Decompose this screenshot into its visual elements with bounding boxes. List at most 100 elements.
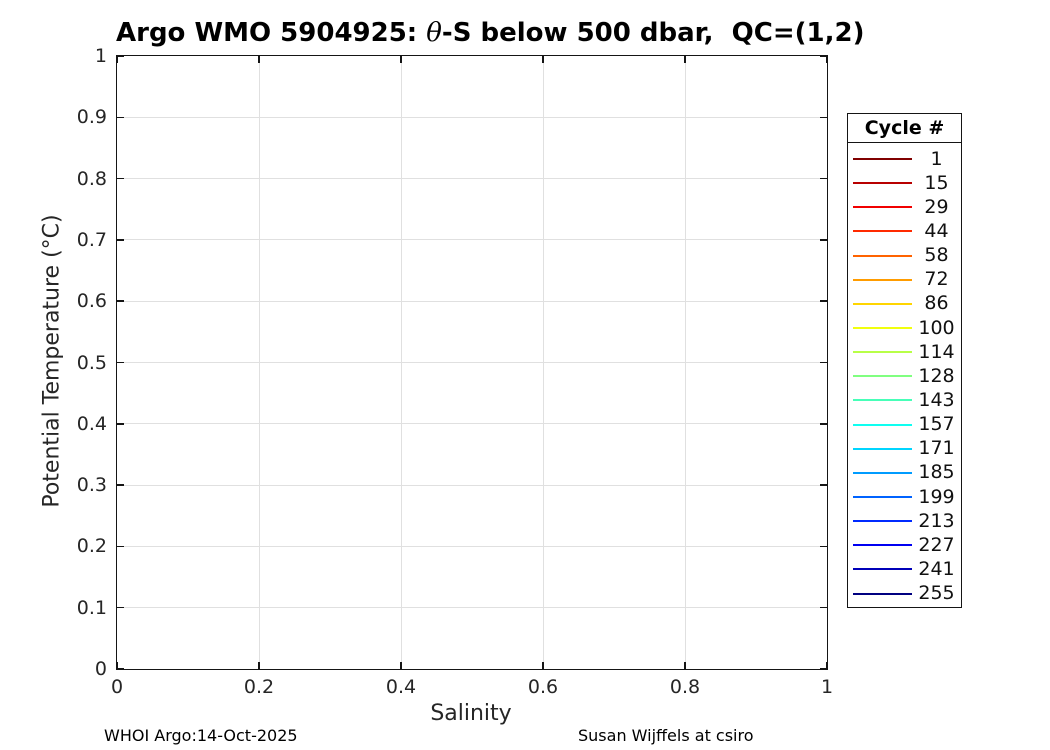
legend-entry-label: 157 — [918, 413, 955, 436]
legend-row: 157 — [848, 413, 961, 437]
y-tick-mark — [820, 55, 827, 57]
y-tick-label: 0.4 — [76, 412, 107, 435]
x-tick-mark — [400, 56, 402, 63]
y-gridline — [117, 116, 827, 118]
legend-entry-label: 143 — [918, 388, 955, 411]
y-tick-mark — [820, 361, 827, 364]
legend-line-sample — [853, 520, 912, 523]
legend-row: 114 — [848, 340, 961, 364]
y-tick-label: 1 — [94, 45, 107, 67]
y-tick-mark — [117, 300, 124, 302]
y-tick-label: 0 — [94, 658, 107, 680]
y-axis-label: Potential Temperature (°C) — [39, 214, 65, 508]
x-tick-label: 0.8 — [669, 676, 701, 698]
x-tick-mark — [826, 662, 828, 669]
legend-line-sample — [853, 544, 912, 547]
legend-line-sample — [853, 278, 912, 281]
legend-row: 199 — [848, 485, 961, 509]
legend-entry-label: 44 — [924, 219, 949, 242]
y-tick-label: 0.3 — [76, 474, 107, 497]
x-tick-mark — [116, 56, 118, 63]
legend-row: 171 — [848, 437, 961, 461]
y-tick-label: 0.9 — [76, 106, 107, 129]
legend-entry-label: 241 — [918, 557, 955, 580]
x-tick-label: 1 — [820, 676, 834, 698]
legend-row: 58 — [848, 244, 961, 268]
y-tick-mark — [820, 116, 827, 119]
x-tick-mark — [684, 56, 686, 63]
y-gridline — [117, 607, 827, 609]
legend-line-sample — [853, 471, 912, 474]
y-tick-label: 0.8 — [76, 167, 107, 190]
y-gridline — [117, 239, 827, 241]
y-tick-mark — [117, 484, 124, 486]
y-tick-mark — [820, 423, 827, 425]
y-gridline — [117, 484, 827, 486]
legend-entry-label: 255 — [918, 582, 955, 605]
y-tick-mark — [117, 668, 124, 670]
legend-row: 44 — [848, 219, 961, 243]
footer-credit-left: WHOI Argo:14-Oct-2025 — [104, 726, 298, 745]
legend-line-sample — [853, 423, 912, 426]
y-tick-mark — [820, 606, 827, 609]
legend-row: 255 — [848, 582, 961, 606]
legend-entry-label: 128 — [918, 364, 955, 387]
y-tick-mark — [117, 606, 124, 609]
y-gridline — [117, 178, 827, 180]
y-tick-mark — [117, 239, 124, 241]
x-tick-mark — [684, 662, 686, 669]
y-tick-mark — [820, 300, 827, 302]
legend-entry-label: 1 — [930, 147, 943, 170]
theta-symbol: θ — [426, 18, 442, 48]
y-gridline — [117, 300, 827, 302]
x-tick-label: 0 — [110, 676, 124, 698]
y-gridline — [117, 545, 827, 547]
legend-row: 1 — [848, 147, 961, 171]
legend-entry-label: 72 — [924, 268, 949, 291]
y-tick-mark — [820, 484, 827, 486]
legend-line-sample — [853, 351, 912, 354]
plot-area: 0 0.2 0.4 0.6 0.8 1 0 0.1 0.2 0.3 0.4 0.5 0.6 0.7 0.8 0… — [77, 45, 833, 698]
x-tick-mark — [542, 662, 544, 669]
x-tick-mark — [400, 662, 402, 669]
y-tick-mark — [117, 423, 124, 425]
x-tick-mark — [258, 662, 260, 669]
x-tick-mark — [258, 56, 260, 63]
y-tick-mark — [820, 177, 827, 180]
legend-line-sample — [853, 254, 912, 257]
chart-title-prefix: Argo WMO 5904925: — [116, 18, 427, 48]
x-tick-label: 0.6 — [527, 676, 559, 698]
legend-line-sample — [853, 568, 912, 571]
x-tick-label: 0.2 — [243, 676, 275, 698]
y-tick-mark — [117, 116, 124, 119]
legend-row: 29 — [848, 195, 961, 219]
x-tick-mark — [116, 662, 118, 669]
legend-rows: 1 15 29 44 58 72 86 100 114 128 143 157 171 185 199 213… — [848, 144, 961, 607]
legend-row: 143 — [848, 388, 961, 412]
legend-line-sample — [853, 375, 912, 378]
legend-entry-label: 171 — [918, 437, 955, 460]
legend-line-sample — [853, 182, 912, 185]
x-tick-mark — [826, 56, 828, 63]
chart-title-suffix: -S below 500 dbar, QC=(1,2) — [441, 18, 865, 48]
y-tick-mark — [117, 545, 124, 548]
y-tick-mark — [117, 55, 124, 57]
legend-title: Cycle # — [848, 114, 961, 143]
y-gridline — [117, 362, 827, 363]
legend-row: 227 — [848, 533, 961, 557]
legend-entry-label: 114 — [918, 340, 955, 363]
legend-line-sample — [853, 592, 912, 595]
legend-entry-label: 100 — [918, 316, 955, 339]
legend-row: 128 — [848, 364, 961, 388]
legend-line-sample — [853, 302, 912, 305]
legend-row: 72 — [848, 268, 961, 292]
legend-line-sample — [853, 158, 912, 161]
legend-entry-label: 227 — [918, 533, 955, 556]
legend-row: 15 — [848, 171, 961, 195]
y-tick-mark — [117, 361, 124, 364]
footer-credit-right: Susan Wijffels at csiro — [578, 726, 754, 745]
legend-line-sample — [853, 496, 912, 499]
legend-entry-label: 29 — [924, 195, 949, 218]
y-tick-label: 0.1 — [76, 596, 107, 619]
